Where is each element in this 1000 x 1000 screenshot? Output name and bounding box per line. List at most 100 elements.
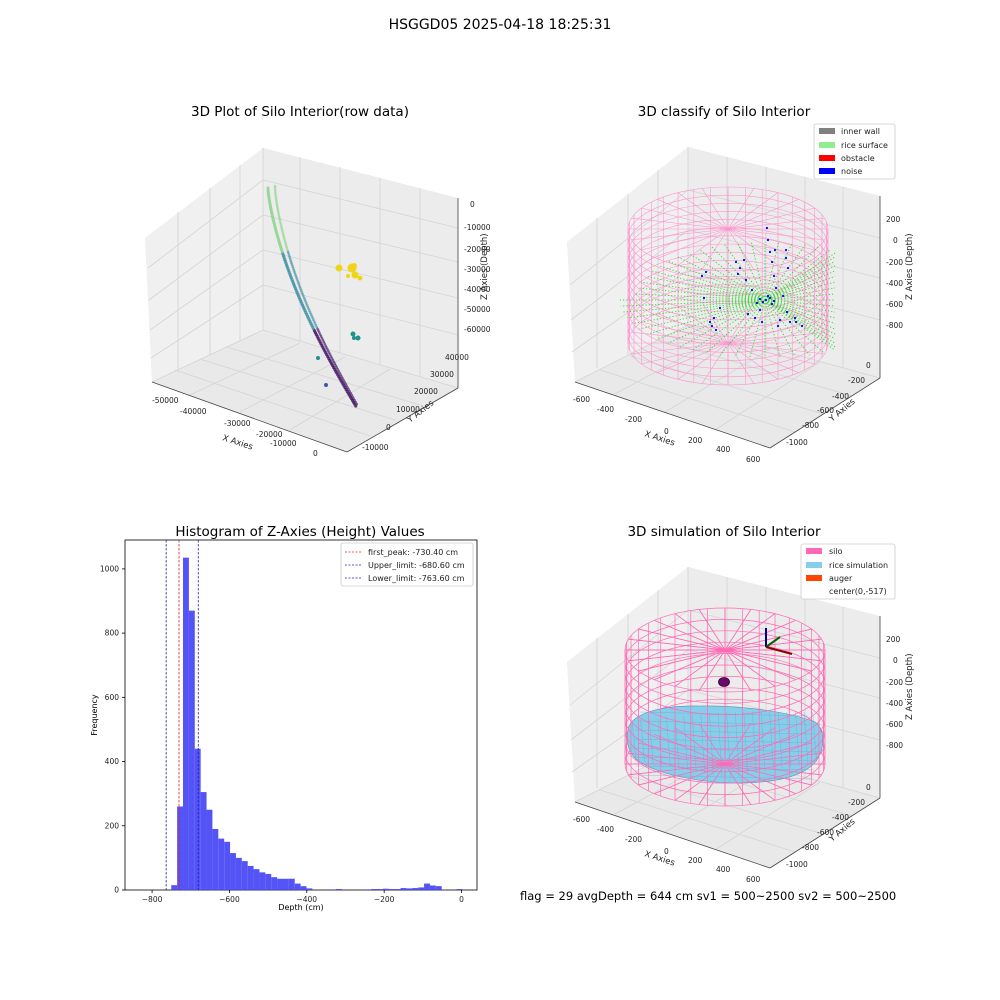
- p4-ytick: -200: [848, 798, 865, 807]
- noise-point: [785, 310, 789, 314]
- hist-bar: [200, 792, 207, 890]
- noise-point: [794, 320, 798, 324]
- p4-ztick: -600: [886, 720, 903, 729]
- p1-zlabel: Z Axies (Depth): [480, 233, 490, 300]
- rice-mesh-line: [778, 711, 783, 769]
- hist-xtick-label: −200: [374, 895, 395, 904]
- wire-spoke: [724, 649, 776, 687]
- noise-point: [800, 324, 804, 328]
- noise-point: [784, 256, 788, 260]
- wire-spoke: [727, 342, 779, 380]
- legend-label: inner wall: [841, 127, 880, 136]
- legend-label: silo: [829, 547, 843, 556]
- wire-spoke: [724, 649, 822, 662]
- p4-xtick: -200: [625, 835, 642, 844]
- rice-surface-ray: [764, 299, 836, 325]
- hist-bar: [300, 886, 307, 890]
- rice-surface-ray: [764, 299, 796, 357]
- wire-spoke: [724, 727, 776, 765]
- rice-surface-ray: [764, 299, 781, 358]
- legend-swatch: [819, 168, 835, 174]
- hist-xtick-label: −800: [142, 895, 163, 904]
- p2-ytick: 0: [866, 361, 871, 370]
- rice-surface-ray: [764, 256, 836, 301]
- noise-point: [714, 328, 718, 332]
- noise-point: [765, 226, 769, 230]
- wire-spoke: [724, 619, 796, 651]
- wire-spoke: [638, 628, 726, 651]
- hist-ytick-label: 0: [114, 886, 119, 895]
- rice-mesh-line: [692, 715, 697, 772]
- p1-xtick: -10000: [270, 439, 297, 448]
- panel4-center-axes-glyph: [765, 628, 793, 655]
- hist-bar: [206, 809, 213, 890]
- legend-swatch: [806, 548, 822, 554]
- rice-surface-ray: [688, 252, 766, 301]
- noise-point: [758, 297, 762, 301]
- rice-surface-ray: [632, 299, 766, 325]
- wire-spoke: [657, 228, 729, 259]
- rice-mesh-line: [657, 718, 662, 766]
- rice-surface-ray: [764, 242, 780, 301]
- wire-spoke: [727, 192, 779, 230]
- hist-bar: [247, 865, 254, 890]
- p4-ztick: -400: [886, 699, 903, 708]
- p4-xtick: -400: [597, 825, 614, 834]
- wire-spoke: [727, 342, 755, 384]
- wire-spoke: [654, 619, 726, 651]
- hist-bar: [253, 869, 260, 890]
- noise-point: [746, 312, 750, 316]
- p4-ytick: 0: [866, 783, 871, 792]
- p1-ytick: 10000: [396, 405, 420, 414]
- wire-spoke: [727, 228, 799, 259]
- hist-bar: [194, 748, 201, 890]
- p2-xtick: -200: [625, 415, 642, 424]
- rice-mesh-line: [795, 711, 800, 766]
- legend-label: center(0,-517): [829, 587, 887, 596]
- wire-spoke: [727, 331, 825, 344]
- p2-ytick: -600: [817, 406, 834, 415]
- wire-spoke: [724, 742, 812, 765]
- wire-spoke: [674, 649, 726, 687]
- hist-legend: first_peak: -730.40 cm Upper_limit: -680…: [340, 542, 474, 587]
- rice-mesh-line: [709, 713, 714, 775]
- hist-bar: [335, 889, 342, 890]
- legend-swatch: [806, 562, 822, 568]
- rice-surface-ray: [639, 299, 766, 330]
- hist-xticks: −800 −600 −400 −200 0: [142, 890, 464, 904]
- p1-ztick: -10000: [464, 223, 491, 232]
- panel2-title: 3D classify of Silo Interior: [637, 104, 811, 120]
- hist-ylabel: Frequency: [90, 694, 99, 736]
- panel1-curve-points: [266, 184, 359, 408]
- noise-point: [788, 320, 792, 324]
- p2-xtick: 600: [746, 455, 761, 464]
- p1-xtick: -20000: [256, 430, 283, 439]
- rice-surface-ray: [645, 275, 766, 301]
- wire-spoke: [727, 199, 799, 230]
- rice-surface-ray: [764, 260, 836, 301]
- panel4-title: 3D simulation of Silo Interior: [627, 524, 821, 540]
- wire-spoke: [727, 228, 815, 251]
- p4-ytick: -400: [832, 813, 849, 822]
- noise-point: [764, 298, 768, 302]
- p4-ytick: -600: [817, 828, 834, 837]
- hist-bar: [435, 886, 442, 890]
- legend-label: auger: [829, 574, 853, 583]
- p2-xtick: 0: [664, 427, 669, 436]
- wire-spoke: [724, 628, 812, 651]
- noise-point: [736, 272, 740, 276]
- figure-title: HSGGD05 2025-04-18 18:25:31: [388, 17, 612, 33]
- panel1-3d-plot: -50000 -40000 -30000 -20000 -10000 0 -10…: [145, 148, 491, 458]
- p4-xtick: 600: [746, 875, 761, 884]
- wire-spoke: [641, 342, 729, 365]
- hist-bar: [230, 853, 236, 890]
- p4-xlabel: X Axies: [643, 849, 676, 868]
- wire-spoke: [677, 228, 729, 266]
- noise-point: [702, 296, 706, 300]
- rice-surface-ray: [764, 299, 836, 307]
- wire-spoke: [638, 742, 726, 765]
- wire-spoke: [654, 649, 726, 681]
- curve-point: [273, 184, 277, 188]
- hist-bar: [412, 888, 419, 890]
- panel1-outlier-point: [324, 383, 328, 387]
